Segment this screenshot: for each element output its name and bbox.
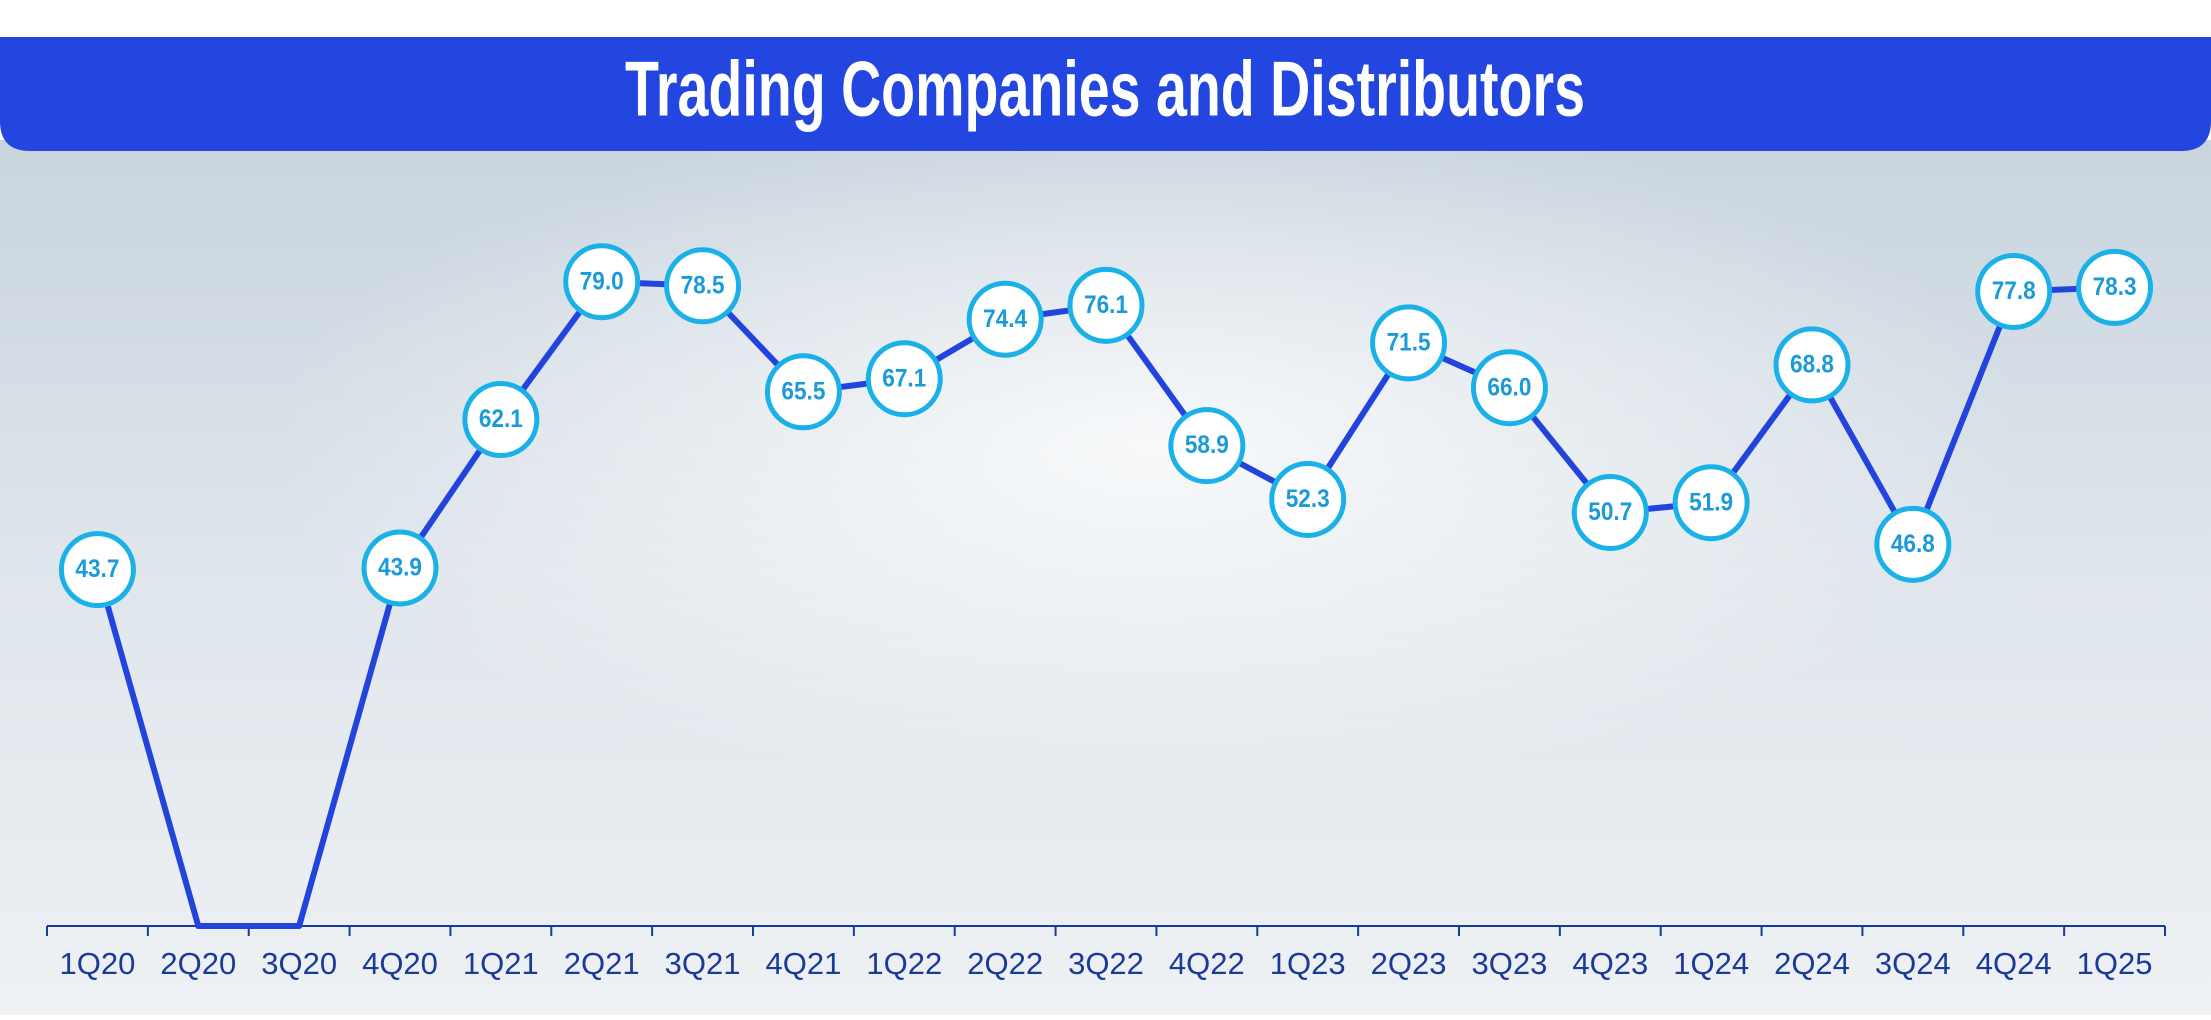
data-point — [1470, 349, 1548, 427]
data-label: 66.0 — [1487, 373, 1531, 401]
data-label: 51.9 — [1689, 488, 1733, 516]
x-tick-label: 2Q21 — [564, 946, 640, 981]
data-label: 65.5 — [781, 377, 825, 405]
x-tick-label: 2Q23 — [1371, 946, 1447, 981]
data-point — [966, 280, 1044, 358]
data-point — [563, 243, 641, 321]
x-tick-label: 1Q24 — [1673, 946, 1749, 981]
data-label: 43.7 — [75, 555, 119, 583]
data-point — [865, 340, 943, 418]
x-tick-label: 3Q22 — [1068, 946, 1144, 981]
data-label: 77.8 — [1992, 277, 2036, 305]
data-label: 46.8 — [1891, 530, 1935, 558]
x-tick-label: 4Q20 — [362, 946, 438, 981]
data-label: 76.1 — [1084, 291, 1128, 319]
data-label: 71.5 — [1387, 328, 1431, 356]
data-label: 74.4 — [983, 305, 1027, 333]
x-tick-label: 1Q23 — [1270, 946, 1346, 981]
x-tick-label: 3Q24 — [1875, 946, 1951, 981]
data-point — [1773, 326, 1851, 404]
chart-title: Trading Companies and Distributors — [625, 45, 1585, 133]
data-point — [1672, 464, 1750, 542]
x-tick-label: 1Q21 — [463, 946, 539, 981]
data-point — [1874, 505, 1952, 583]
data-label: 78.5 — [681, 271, 725, 299]
data-label: 78.3 — [2093, 273, 2137, 301]
data-point — [1370, 304, 1448, 382]
data-point — [764, 353, 842, 431]
data-label: 50.7 — [1588, 498, 1632, 526]
x-tick-label: 3Q21 — [665, 946, 741, 981]
x-tick-label: 2Q20 — [160, 946, 236, 981]
x-tick-label: 3Q20 — [261, 946, 337, 981]
x-tick-label: 4Q21 — [766, 946, 842, 981]
x-tick-label: 2Q22 — [967, 946, 1043, 981]
x-tick-label: 3Q23 — [1472, 946, 1548, 981]
x-tick-label: 1Q22 — [866, 946, 942, 981]
x-tick-label: 1Q20 — [60, 946, 136, 981]
data-point — [1067, 266, 1145, 344]
data-point — [1975, 252, 2053, 330]
data-point — [2076, 248, 2154, 326]
x-tick-label: 2Q24 — [1774, 946, 1850, 981]
data-point — [462, 381, 540, 459]
data-label: 43.9 — [378, 554, 422, 582]
data-label: 62.1 — [479, 405, 523, 433]
data-label: 68.8 — [1790, 351, 1834, 379]
data-point — [664, 247, 742, 325]
data-label: 67.1 — [882, 364, 926, 392]
title-banner — [0, 37, 2211, 151]
data-label: 79.0 — [580, 267, 624, 295]
x-tick-label: 4Q23 — [1572, 946, 1648, 981]
x-tick-label: 4Q24 — [1976, 946, 2052, 981]
data-point — [1571, 474, 1649, 552]
data-point — [58, 531, 136, 609]
data-label: 52.3 — [1286, 485, 1330, 513]
data-point — [361, 529, 439, 607]
data-label: 58.9 — [1185, 431, 1229, 459]
x-tick-label: 4Q22 — [1169, 946, 1245, 981]
data-point — [1168, 407, 1246, 485]
data-point — [1269, 460, 1347, 538]
x-tick-label: 1Q25 — [2077, 946, 2153, 981]
